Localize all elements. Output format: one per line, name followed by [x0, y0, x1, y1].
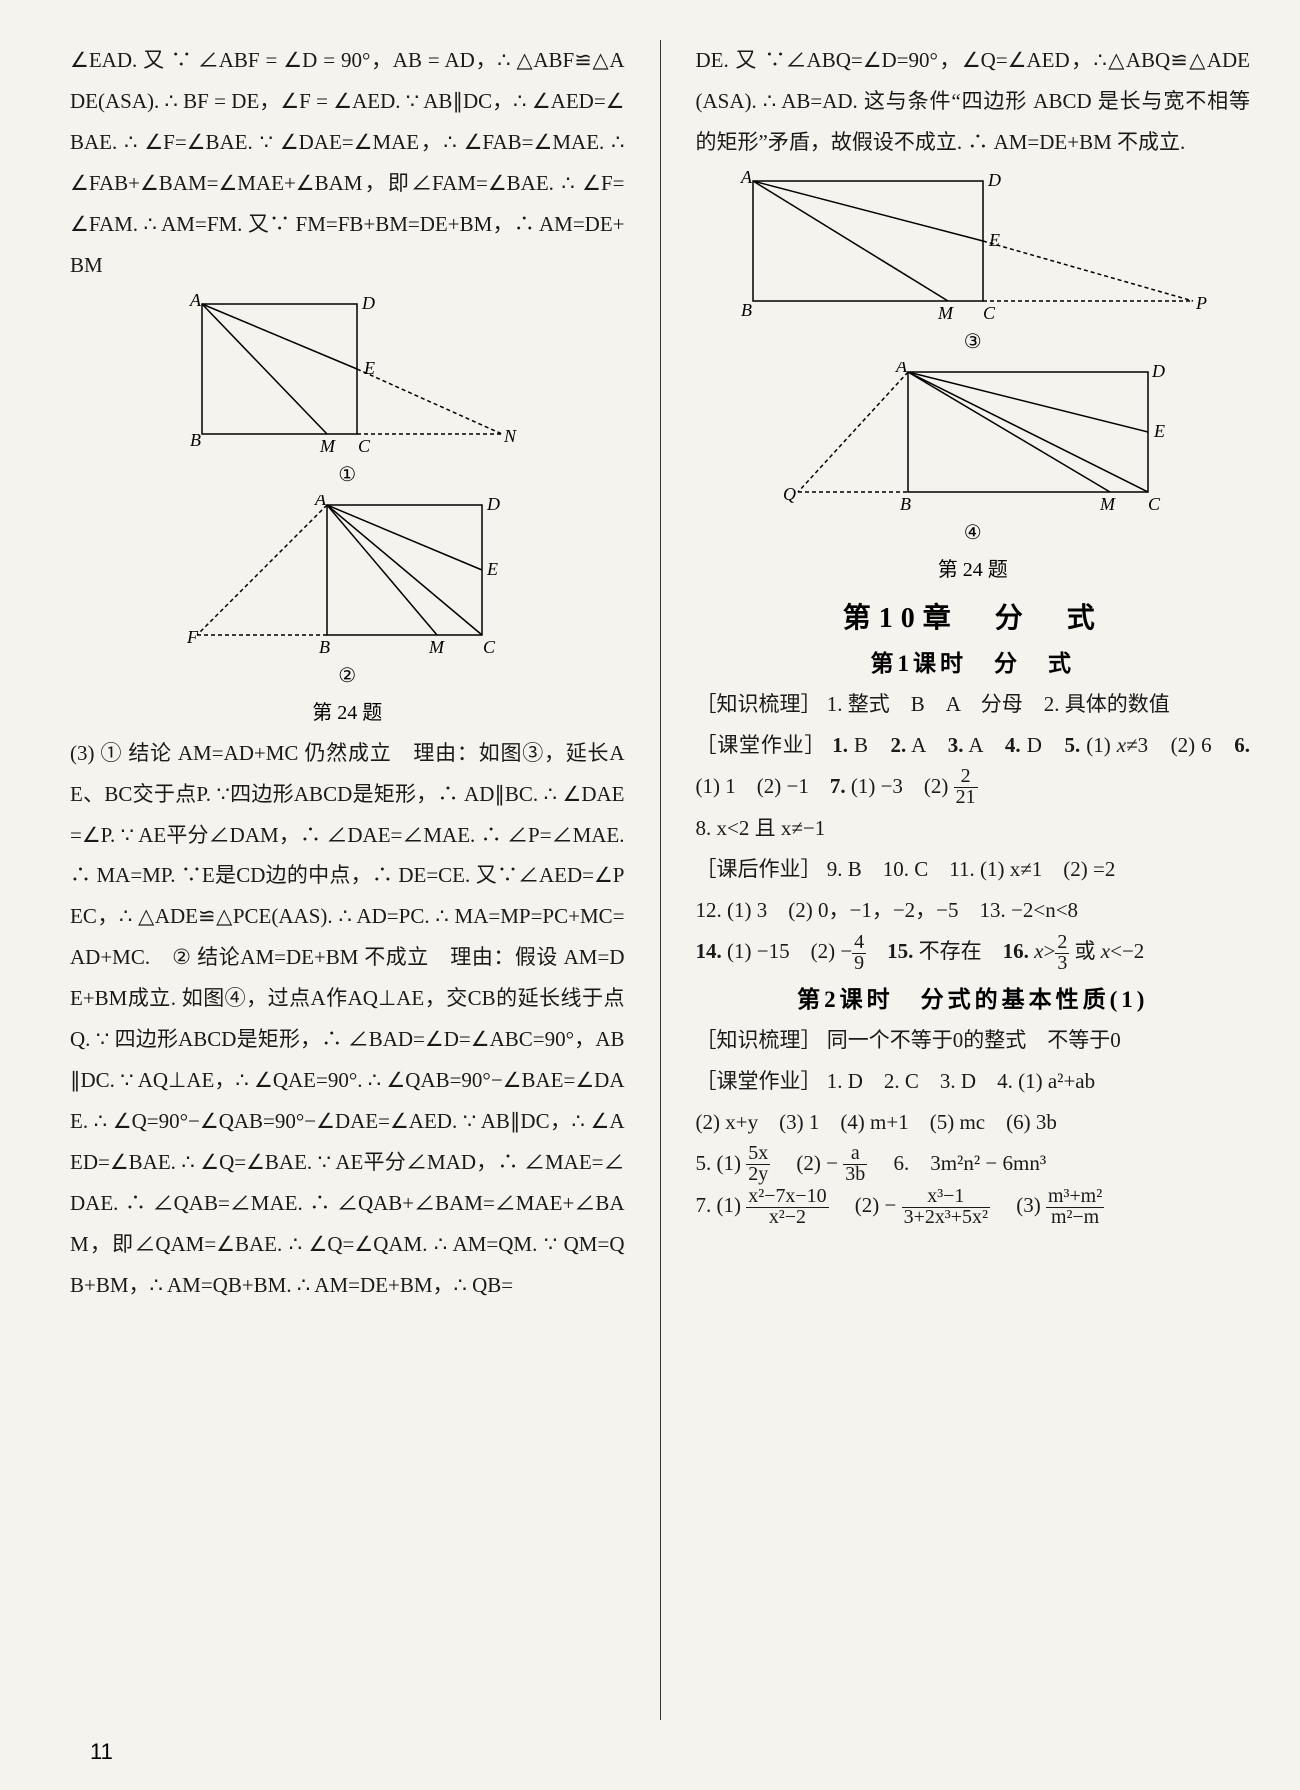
q7-frac3: m³+m²m²−m — [1046, 1187, 1104, 1228]
right-column: DE. 又 ∵∠ABQ=∠D=90°，∠Q=∠AED，∴△ABQ≌△ADE(AS… — [696, 40, 1251, 1720]
lesson-1-title: 第1课时 分 式 — [696, 644, 1251, 678]
svg-text:C: C — [1148, 494, 1161, 512]
answer-line-1: ［知识梳理］ 1. 整式 B A 分母 2. 具体的数值 — [696, 684, 1251, 725]
answer2-line-2: ［课堂作业］ 1. D 2. C 3. D 4. (1) a²+ab — [696, 1061, 1251, 1102]
svg-text:P: P — [1195, 293, 1207, 313]
svg-text:M: M — [319, 436, 336, 454]
figure-3: A D B M C E P — [733, 171, 1213, 321]
q5-frac2: a3b — [843, 1144, 867, 1185]
answer-line-4: ［课后作业］ 9. B 10. C 11. (1) x≠1 (2) =2 — [696, 849, 1251, 890]
svg-text:M: M — [937, 303, 954, 321]
q5-mid1: (2) − — [775, 1151, 843, 1175]
svg-text:A: A — [189, 294, 202, 310]
figure-1: A D B M C E N — [172, 294, 522, 454]
left-column: ∠EAD. 又 ∵ ∠ABF = ∠D = 90°，AB = AD，∴ △ABF… — [70, 40, 625, 1720]
svg-text:D: D — [486, 495, 500, 514]
column-divider — [660, 40, 661, 1720]
svg-text:D: D — [361, 294, 375, 313]
right-text-1: DE. 又 ∵∠ABQ=∠D=90°，∠Q=∠AED，∴△ABQ≌△ADE(AS… — [696, 40, 1251, 163]
answer-line-2: ［课堂作业］ 1. B 2. A 3. A 4. D 5. (1) x≠3 (2… — [696, 725, 1251, 809]
svg-text:C: C — [983, 303, 996, 321]
svg-text:M: M — [1099, 494, 1116, 512]
svg-text:D: D — [1151, 362, 1165, 381]
q5-frac1: 5x2y — [746, 1144, 770, 1185]
svg-text:B: B — [319, 637, 330, 655]
svg-text:E: E — [1153, 421, 1165, 441]
answer-line-6: 14. (1) −15 (2) −49 15. 不存在 16. x>23 或 x… — [696, 931, 1251, 974]
q7-frac2: x³−13+2x³+5x² — [902, 1187, 990, 1228]
svg-text:C: C — [358, 436, 371, 454]
svg-text:E: E — [988, 230, 1000, 250]
two-column-layout: ∠EAD. 又 ∵ ∠ABF = ∠D = 90°，AB = AD，∴ △ABF… — [70, 40, 1250, 1720]
answer2-q7: 7. (1) x²−7x−10x²−2 (2) − x³−13+2x³+5x² … — [696, 1185, 1251, 1228]
svg-text:F: F — [187, 627, 199, 647]
answer-line-3: 8. x<2 且 x≠−1 — [696, 808, 1251, 849]
svg-text:D: D — [987, 171, 1001, 190]
page-number: 11 — [90, 1739, 113, 1765]
svg-text:C: C — [483, 637, 496, 655]
figure-3-label: ③ — [696, 329, 1251, 354]
answer2-line-3: (2) x+y (3) 1 (4) m+1 (5) mc (6) 3b — [696, 1102, 1251, 1143]
svg-text:E: E — [486, 559, 498, 579]
left-text-2: (3) ① 结论 AM=AD+MC 仍然成立 理由：如图③，延长AE、BC交于点… — [70, 733, 625, 1306]
answer-line-5: 12. (1) 3 (2) 0，−1，−2，−5 13. −2<n<8 — [696, 890, 1251, 931]
svg-text:A: A — [895, 362, 908, 376]
q7-mid2: (3) — [995, 1193, 1046, 1217]
svg-text:B: B — [900, 494, 911, 512]
figure-4-label: ④ — [696, 520, 1251, 545]
figure-2-caption: 第 24 题 — [70, 696, 625, 725]
svg-text:M: M — [428, 637, 445, 655]
left-text-1: ∠EAD. 又 ∵ ∠ABF = ∠D = 90°，AB = AD，∴ △ABF… — [70, 40, 625, 286]
answer2-line-1: ［知识梳理］ 同一个不等于0的整式 不等于0 — [696, 1020, 1251, 1061]
svg-text:B: B — [190, 430, 201, 450]
q5-mid2: 6. 3m²n² − 6mn³ — [872, 1151, 1046, 1175]
q5-prefix: 5. (1) — [696, 1151, 747, 1175]
svg-text:A: A — [740, 171, 753, 187]
svg-text:B: B — [741, 300, 752, 320]
svg-text:A: A — [314, 495, 327, 509]
figure-4-caption: 第 24 题 — [696, 553, 1251, 582]
lesson-2-title: 第2课时 分式的基本性质(1) — [696, 980, 1251, 1014]
svg-text:Q: Q — [783, 484, 796, 504]
svg-text:N: N — [503, 426, 517, 446]
q7-frac1: x²−7x−10x²−2 — [746, 1187, 828, 1228]
figure-2-label: ② — [70, 663, 625, 688]
svg-text:E: E — [363, 358, 375, 378]
figure-1-label: ① — [70, 462, 625, 487]
chapter-title: 第10章 分 式 — [696, 596, 1251, 636]
q7-mid1: (2) − — [834, 1193, 902, 1217]
q7-prefix: 7. (1) — [696, 1193, 747, 1217]
figure-2: A D B M C E F — [187, 495, 507, 655]
answer2-q5: 5. (1) 5x2y (2) − a3b 6. 3m²n² − 6mn³ — [696, 1143, 1251, 1186]
figure-4: A D B M C E Q — [778, 362, 1168, 512]
